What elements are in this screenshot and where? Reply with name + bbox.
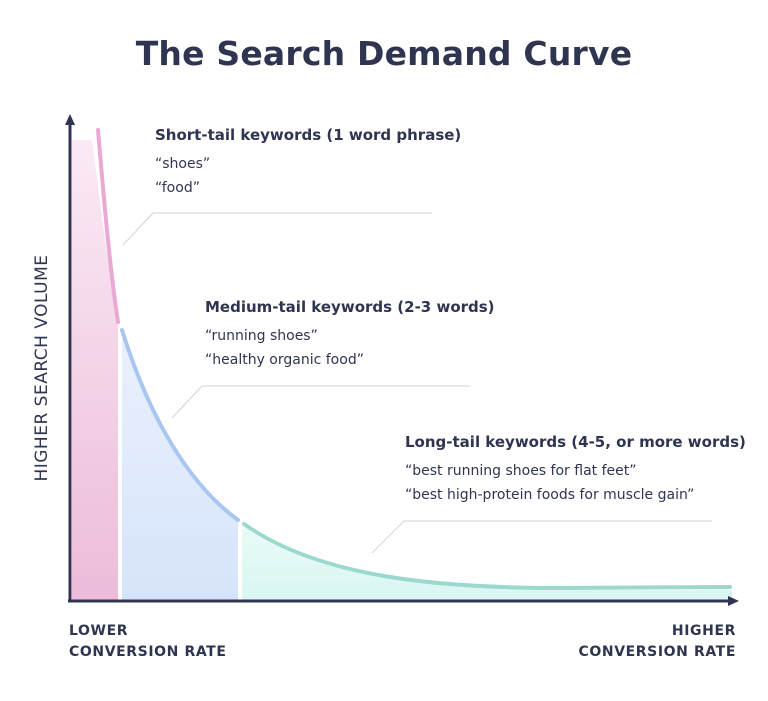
short-tail-example: “shoes” — [155, 156, 211, 172]
x-axis-arrow — [728, 596, 739, 606]
medium-tail-label: Medium-tail keywords (2-3 words) “runnin… — [205, 298, 495, 368]
short-tail-example: “food” — [155, 180, 200, 196]
x-axis-left-label: LOWER CONVERSION RATE — [69, 621, 227, 663]
chart-title: The Search Demand Curve — [135, 34, 633, 73]
long-tail-callout-line — [371, 520, 712, 554]
medium-tail-callout-line — [171, 385, 470, 419]
long-tail-example: “best running shoes for flat feet” — [405, 463, 637, 479]
x-axis-left-line2: CONVERSION RATE — [69, 644, 227, 660]
y-axis-label: HIGHER SEARCH VOLUME — [32, 254, 52, 482]
long-tail-heading: Long-tail keywords (4-5, or more words) — [405, 433, 746, 451]
medium-tail-curve — [120, 328, 240, 522]
long-tail-example: “best high-protein foods for muscle gain… — [405, 487, 695, 503]
medium-tail-heading: Medium-tail keywords (2-3 words) — [205, 298, 495, 316]
y-axis-arrow — [65, 114, 75, 125]
medium-tail-area — [122, 330, 238, 600]
long-tail-curve — [242, 522, 732, 591]
short-tail-callout-line — [122, 212, 432, 246]
x-axis-left-line1: LOWER — [69, 623, 129, 639]
medium-tail-example: “running shoes” — [205, 328, 318, 344]
x-axis-right-line1: HIGHER — [671, 623, 736, 639]
medium-tail-example: “healthy organic food” — [205, 352, 364, 368]
short-tail-area — [72, 140, 118, 600]
short-tail-heading: Short-tail keywords (1 word phrase) — [155, 126, 462, 144]
long-tail-label: Long-tail keywords (4-5, or more words) … — [405, 433, 746, 503]
x-axis-right-line2: CONVERSION RATE — [578, 644, 736, 660]
long-tail-area — [242, 526, 732, 600]
short-tail-label: Short-tail keywords (1 word phrase) “sho… — [155, 126, 461, 196]
x-axis-right-label: HIGHER CONVERSION RATE — [579, 621, 737, 663]
short-tail-curve — [96, 128, 120, 324]
